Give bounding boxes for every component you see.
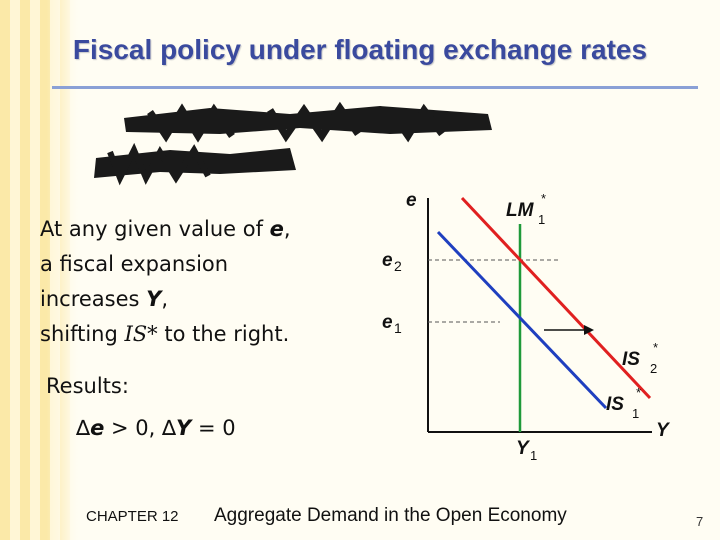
explanation-text: At any given value of e, a fiscal expans… [40,212,340,352]
is1-subscript: 1 [632,406,639,421]
lm-subscript: 1 [538,212,545,227]
e2-subscript: 2 [394,258,402,274]
results-label: Results: [46,374,129,398]
e1-label: e [382,312,393,333]
slide-title: Fiscal policy under floating exchange ra… [72,34,648,65]
e2-label: e [382,250,393,271]
is2-subscript: 2 [650,361,657,376]
chapter-label: CHAPTER 12 [86,508,179,525]
is1-curve [436,230,608,410]
scribble-marks [94,101,492,186]
y1-label: Y [516,438,531,459]
results-equation: ∆e > 0, ∆Y = 0 [76,416,236,440]
shift-arrow-head [584,325,594,335]
is1-superscript: * [636,385,641,400]
is2-label: IS [622,349,640,370]
title-underline [52,86,698,89]
x-axis-label: Y [656,420,671,441]
lm-label: LM [506,200,535,221]
is1-label: IS [606,394,624,415]
explanation-line-4: shifting IS* to the right. [40,322,290,346]
footer-subject: Aggregate Demand in the Open Economy [214,505,567,526]
is2-curve [460,196,652,400]
lm-superscript: * [541,191,546,206]
y1-subscript: 1 [530,448,537,463]
page-number: 7 [696,514,704,529]
explanation-line-3: increases Y, [40,287,169,311]
explanation-line-2: a fiscal expansion [40,252,229,276]
y-axis-label: e [406,190,417,211]
is2-superscript: * [653,340,658,355]
explanation-line-1: At any given value of e, [40,217,291,241]
e1-subscript: 1 [394,320,402,336]
decorative-stripes [0,0,78,540]
